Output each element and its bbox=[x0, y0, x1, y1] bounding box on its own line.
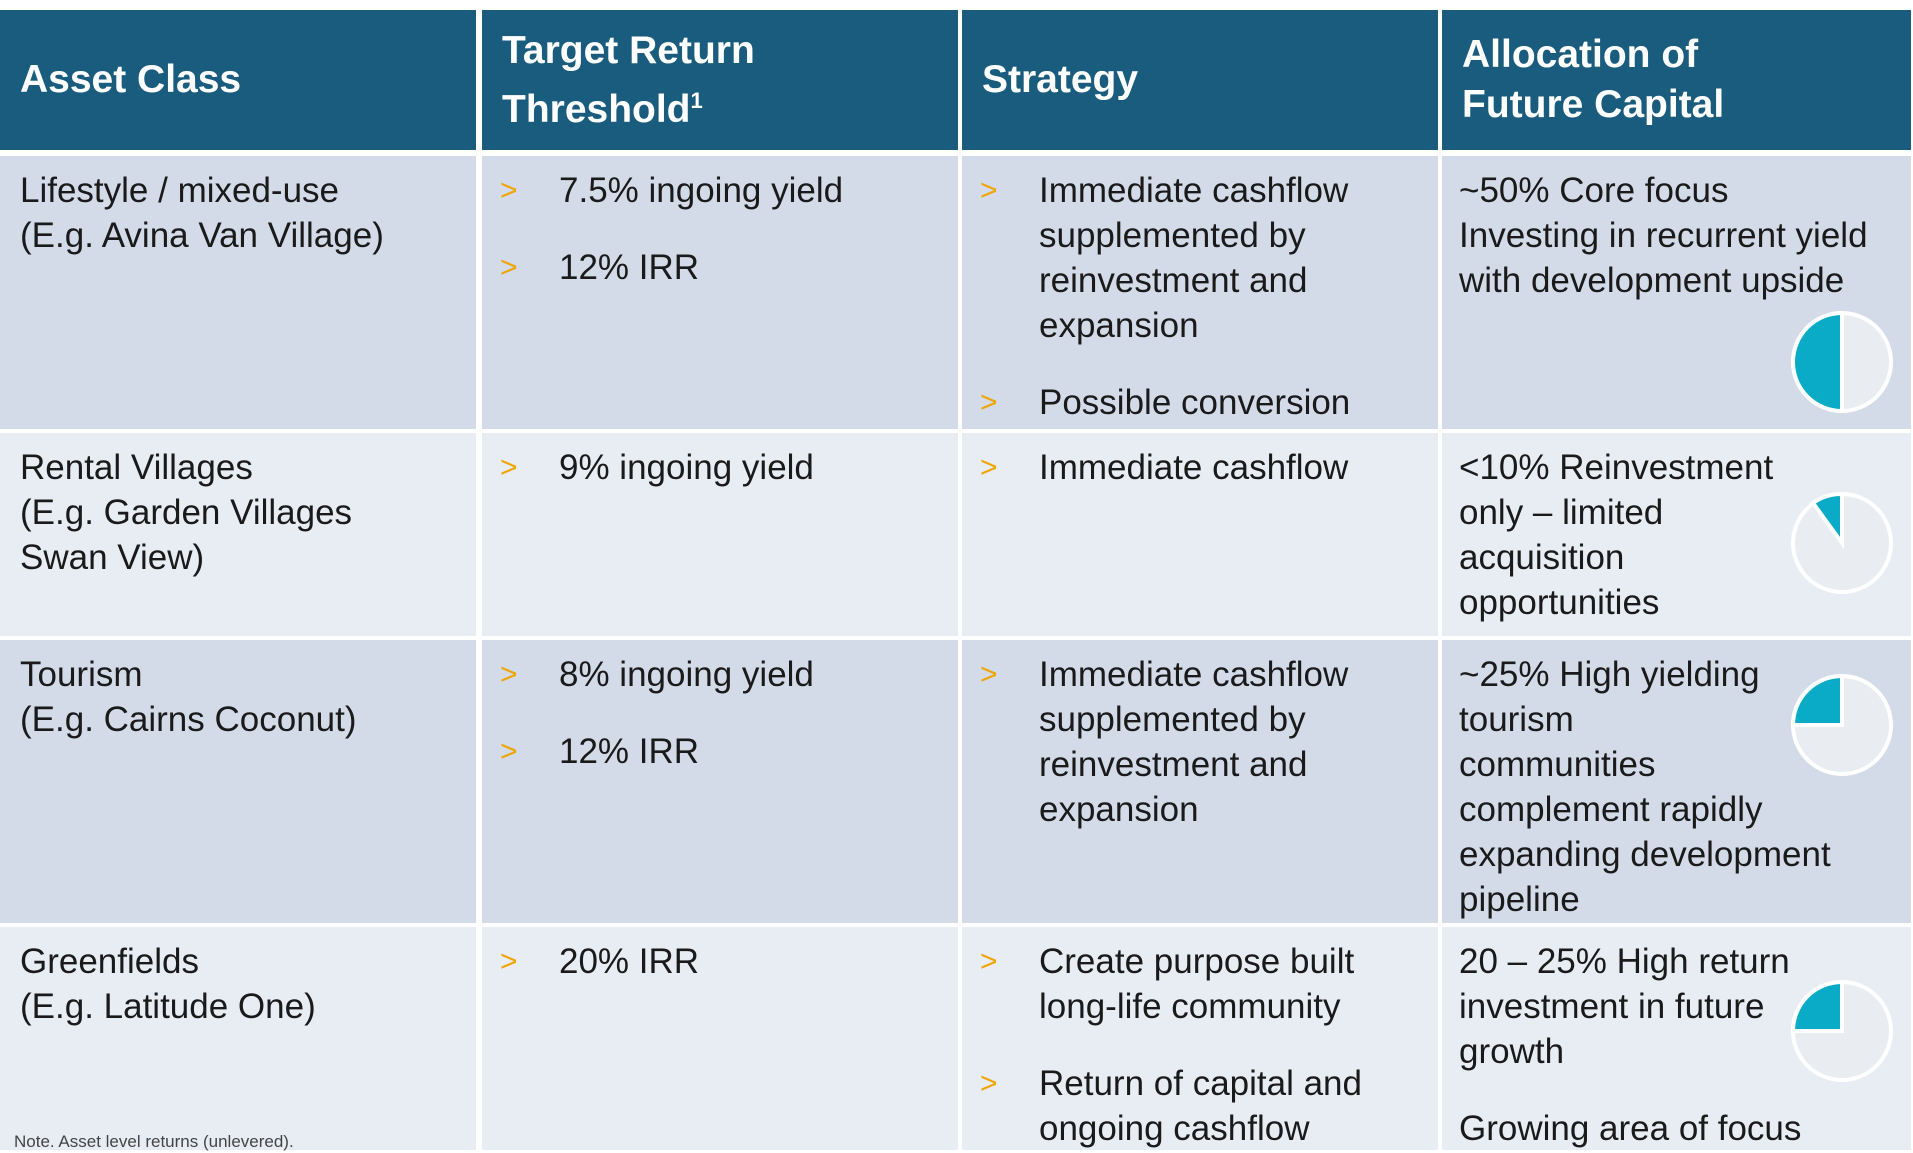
header-line: Allocation of bbox=[1462, 33, 1699, 76]
target-text: 7.5% ingoing yield bbox=[559, 171, 844, 210]
bullet: > bbox=[500, 945, 518, 978]
table-cell bbox=[482, 433, 958, 636]
asset-text: (E.g. Cairns Coconut) bbox=[20, 700, 357, 739]
allocation-text: with development upside bbox=[1459, 261, 1845, 300]
bullet: > bbox=[500, 174, 518, 207]
strategy-text: expansion bbox=[1039, 790, 1199, 829]
strategy-text: Return of capital and bbox=[1039, 1064, 1362, 1103]
bullet: > bbox=[980, 945, 998, 978]
strategy-text: long-life community bbox=[1039, 987, 1341, 1026]
allocation-text: ~50% Core focus bbox=[1459, 171, 1729, 210]
asset-text: Rental Villages bbox=[20, 448, 253, 487]
header-line: Target Return bbox=[502, 28, 755, 72]
target-text: 12% IRR bbox=[559, 248, 700, 287]
strategy-text: reinvestment and bbox=[1039, 261, 1308, 300]
allocation-text: acquisition bbox=[1459, 538, 1625, 577]
table-cell bbox=[482, 927, 958, 1150]
table-cell bbox=[482, 640, 958, 923]
strategy-text: Immediate cashflow bbox=[1039, 448, 1349, 487]
table-cell bbox=[962, 640, 1438, 923]
strategy-text: supplemented by bbox=[1039, 700, 1306, 739]
allocation-text: growth bbox=[1459, 1032, 1565, 1071]
allocation-text: expanding development bbox=[1459, 835, 1831, 874]
strategy-text: supplemented by bbox=[1039, 216, 1306, 255]
strategy-text: Create purpose built bbox=[1039, 942, 1355, 981]
target-text: 8% ingoing yield bbox=[559, 655, 814, 694]
header-text: Target Return bbox=[502, 26, 958, 76]
allocation-text: 20 – 25% High return bbox=[1459, 942, 1790, 981]
target-text: 12% IRR bbox=[559, 732, 700, 771]
header-text: Future Capital bbox=[1462, 80, 1911, 130]
asset-text: Swan View) bbox=[20, 538, 205, 577]
asset-text: (E.g. Avina Van Village) bbox=[20, 216, 384, 255]
strategy-text: expansion bbox=[1039, 306, 1199, 345]
header-text: Strategy bbox=[982, 55, 1438, 105]
allocation-text: communities bbox=[1459, 745, 1656, 784]
header-text: Allocation of bbox=[1462, 30, 1911, 80]
header-line: Strategy bbox=[982, 58, 1139, 101]
header-cell: Target Return Threshold1 bbox=[482, 10, 958, 150]
bullet: > bbox=[980, 386, 998, 419]
strategy-text: Immediate cashflow bbox=[1039, 171, 1349, 210]
bullet: > bbox=[980, 1067, 998, 1100]
allocation-text: Growing area of focus bbox=[1459, 1109, 1802, 1148]
asset-text: (E.g. Garden Villages bbox=[20, 493, 353, 532]
table-cell bbox=[0, 927, 476, 1150]
header-text: Threshold1 bbox=[502, 76, 958, 135]
asset-text: Lifestyle / mixed-use bbox=[20, 171, 340, 210]
table-cell bbox=[482, 156, 958, 429]
header-line: Future Capital bbox=[1462, 83, 1725, 126]
bullet: > bbox=[980, 658, 998, 691]
allocation-text: ~25% High yielding bbox=[1459, 655, 1760, 694]
allocation-text: <10% Reinvestment bbox=[1459, 448, 1774, 487]
bullet: > bbox=[980, 451, 998, 484]
table-cell bbox=[0, 433, 476, 636]
header-line: Asset Class bbox=[20, 58, 242, 101]
table-cell bbox=[962, 433, 1438, 636]
allocation-text: only – limited bbox=[1459, 493, 1664, 532]
bullet: > bbox=[500, 251, 518, 284]
header-cell: Asset Class bbox=[0, 10, 476, 150]
table-cell bbox=[0, 640, 476, 923]
target-text: 20% IRR bbox=[559, 942, 700, 981]
header-text: Asset Class bbox=[20, 55, 476, 105]
header-cell: Strategy bbox=[962, 10, 1438, 150]
strategy-text: ongoing cashflow bbox=[1039, 1109, 1310, 1148]
bullet: > bbox=[500, 735, 518, 768]
allocation-text: tourism bbox=[1459, 700, 1574, 739]
asset-text: (E.g. Latitude One) bbox=[20, 987, 316, 1026]
header-cell: Allocation of Future Capital bbox=[1442, 10, 1911, 150]
table-cell bbox=[0, 156, 476, 429]
allocation-text: Investing in recurrent yield bbox=[1459, 216, 1868, 255]
table-cell bbox=[962, 927, 1438, 1150]
target-text: 9% ingoing yield bbox=[559, 448, 814, 487]
allocation-text: pipeline bbox=[1459, 880, 1580, 919]
asset-text: Greenfields bbox=[20, 942, 199, 981]
allocation-text: complement rapidly bbox=[1459, 790, 1763, 829]
asset-text: Tourism bbox=[20, 655, 143, 694]
strategy-text: reinvestment and bbox=[1039, 745, 1308, 784]
bullet: > bbox=[980, 174, 998, 207]
strategy-text: Immediate cashflow bbox=[1039, 655, 1349, 694]
bullet: > bbox=[500, 658, 518, 691]
table-cell bbox=[962, 156, 1438, 429]
allocation-text: opportunities bbox=[1459, 583, 1660, 622]
bullet: > bbox=[500, 451, 518, 484]
strategy-text: Possible conversion bbox=[1039, 383, 1351, 422]
footnote: Note. Asset level returns (unlevered). bbox=[14, 1132, 294, 1151]
header-line: Threshold bbox=[502, 87, 691, 131]
footnote-marker: 1 bbox=[690, 87, 703, 113]
allocation-text: investment in future bbox=[1459, 987, 1765, 1026]
